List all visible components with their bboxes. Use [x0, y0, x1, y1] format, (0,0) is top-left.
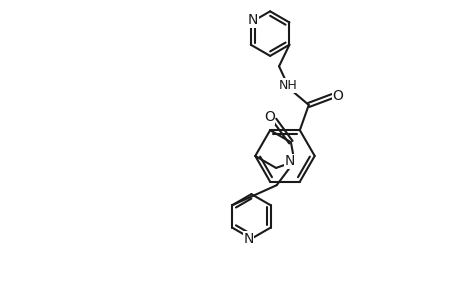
Text: O: O — [332, 89, 342, 103]
Text: N: N — [247, 13, 258, 27]
Text: N: N — [243, 232, 253, 246]
Text: O: O — [263, 110, 274, 124]
Text: NH: NH — [278, 79, 297, 92]
Text: N: N — [284, 154, 295, 168]
